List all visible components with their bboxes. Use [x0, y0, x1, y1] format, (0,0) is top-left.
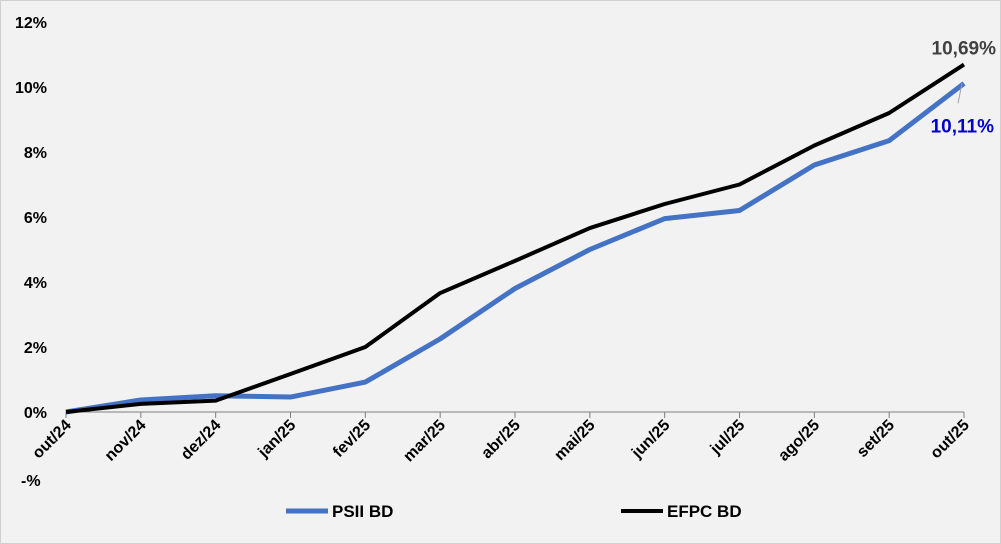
end-data-label: 10,69%: [932, 39, 997, 60]
legend-label: EFPC BD: [667, 502, 742, 521]
end-data-label: 10,11%: [931, 116, 994, 137]
x-tick-label: ago/25: [775, 417, 823, 465]
x-tick-label: jun/25: [628, 417, 673, 462]
x-tick-label: out/25: [927, 417, 972, 462]
series-line-psii-bd: [65, 81, 966, 415]
x-tick-label: dez/24: [178, 417, 225, 464]
x-tick-label: abr/25: [478, 417, 523, 462]
y-tick-label: 4%: [24, 275, 47, 292]
x-tick-label: mai/25: [551, 417, 598, 464]
x-tick-label: set/25: [854, 417, 898, 461]
x-tick-label: jul/25: [707, 417, 749, 459]
y-tick-label: 8%: [24, 145, 47, 162]
series-line-efpc-bd: [65, 62, 966, 414]
x-tick-label: mar/25: [400, 417, 449, 466]
label-leader: [957, 83, 963, 104]
legend-label: PSII BD: [332, 502, 393, 521]
y-tick-label: 2%: [24, 340, 47, 357]
start-data-label: -%: [21, 473, 41, 490]
x-tick-label: jan/25: [255, 417, 300, 462]
y-tick-label: 6%: [24, 210, 47, 227]
y-tick-label: 0%: [24, 405, 47, 422]
x-tick-label: nov/24: [102, 417, 150, 465]
y-tick-label: 10%: [15, 80, 47, 97]
x-tick-label: fev/25: [330, 417, 374, 461]
x-tick-label: out/24: [29, 417, 74, 462]
y-tick-label: 12%: [15, 15, 47, 32]
